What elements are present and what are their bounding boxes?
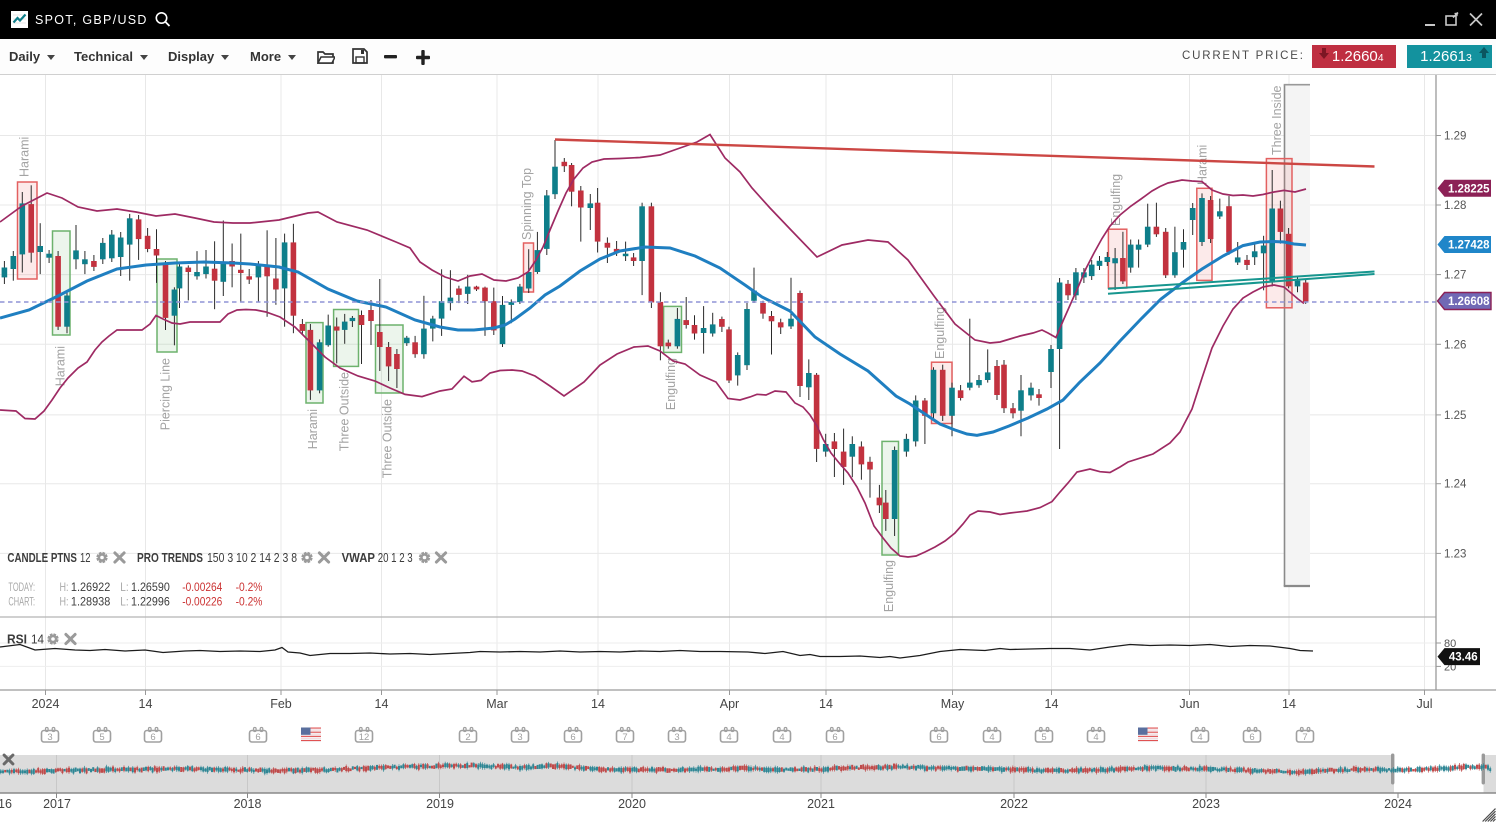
svg-text:4: 4	[1197, 732, 1202, 743]
svg-text:1.28938: 1.28938	[71, 595, 111, 609]
svg-text:Three Outside: Three Outside	[380, 399, 394, 478]
svg-text:1.29: 1.29	[1444, 131, 1466, 143]
svg-text:1.26922: 1.26922	[71, 580, 111, 594]
svg-text:2024: 2024	[1384, 797, 1412, 811]
svg-text:Engulfing: Engulfing	[664, 358, 678, 410]
svg-text:7: 7	[622, 732, 627, 743]
svg-text:PRO TRENDS: PRO TRENDS	[137, 551, 203, 565]
svg-text:Jul: Jul	[1417, 697, 1433, 711]
svg-text:Engulfing: Engulfing	[1109, 174, 1123, 226]
svg-text:150 3 10 2 14 2 3 8: 150 3 10 2 14 2 3 8	[207, 551, 297, 565]
svg-text:-0.00264: -0.00264	[182, 580, 222, 594]
svg-text:2022: 2022	[1000, 797, 1028, 811]
svg-text:6: 6	[255, 732, 260, 743]
svg-text:1.26590: 1.26590	[131, 580, 170, 594]
svg-text:14: 14	[31, 633, 44, 647]
svg-text:VWAP: VWAP	[342, 551, 375, 565]
svg-text:14: 14	[1282, 697, 1296, 711]
svg-text:5: 5	[99, 732, 104, 743]
svg-text:2021: 2021	[807, 797, 835, 811]
svg-text:RSI: RSI	[7, 633, 27, 647]
svg-text:1.27428: 1.27428	[1448, 240, 1490, 252]
svg-text:4: 4	[726, 732, 731, 743]
svg-text:CHART:: CHART:	[8, 595, 35, 609]
svg-text:1.28: 1.28	[1444, 200, 1466, 212]
svg-text:4: 4	[779, 732, 784, 743]
svg-text:12: 12	[359, 732, 370, 743]
svg-text:1.22996: 1.22996	[131, 595, 170, 609]
svg-text:L:: L:	[120, 580, 128, 594]
svg-text:Jun: Jun	[1179, 697, 1199, 711]
svg-text:H:: H:	[60, 595, 69, 609]
svg-text:2019: 2019	[426, 797, 454, 811]
svg-text:14: 14	[591, 697, 605, 711]
svg-text:12: 12	[80, 551, 91, 565]
svg-text:6: 6	[570, 732, 575, 743]
svg-text:TODAY:: TODAY:	[8, 580, 35, 594]
svg-text:1.24: 1.24	[1444, 479, 1467, 491]
svg-text:2020: 2020	[618, 797, 646, 811]
svg-text:14: 14	[375, 697, 389, 711]
svg-text:L:: L:	[120, 595, 128, 609]
svg-text:1.26: 1.26	[1444, 339, 1466, 351]
svg-text:4: 4	[989, 732, 994, 743]
svg-text:16: 16	[0, 797, 12, 811]
svg-text:3: 3	[47, 732, 52, 743]
svg-text:Feb: Feb	[270, 697, 292, 711]
svg-text:14: 14	[1045, 697, 1059, 711]
svg-text:Engulfing: Engulfing	[882, 560, 896, 612]
svg-text:6: 6	[936, 732, 941, 743]
svg-text:Harami: Harami	[306, 409, 320, 449]
svg-text:2: 2	[465, 732, 470, 743]
svg-text:20 1 2 3: 20 1 2 3	[378, 551, 413, 565]
svg-text:1.23: 1.23	[1444, 548, 1466, 560]
svg-text:Harami: Harami	[53, 346, 67, 386]
svg-text:Spinning Top: Spinning Top	[520, 168, 534, 240]
svg-text:7: 7	[1302, 732, 1307, 743]
svg-text:-0.2%: -0.2%	[236, 580, 263, 594]
svg-text:1.25: 1.25	[1444, 410, 1466, 422]
svg-text:Piercing Line: Piercing Line	[158, 358, 172, 430]
svg-text:6: 6	[1249, 732, 1254, 743]
svg-text:1.26608: 1.26608	[1448, 296, 1490, 308]
svg-text:Harami: Harami	[17, 137, 31, 177]
svg-text:-0.00226: -0.00226	[182, 595, 222, 609]
svg-text:80: 80	[1444, 638, 1456, 650]
svg-text:6: 6	[150, 732, 155, 743]
svg-text:6: 6	[832, 732, 837, 743]
svg-text:1.27: 1.27	[1444, 270, 1466, 282]
svg-text:3: 3	[674, 732, 679, 743]
svg-text:2024: 2024	[32, 697, 60, 711]
svg-text:Engulfing: Engulfing	[933, 307, 947, 359]
svg-text:43.46: 43.46	[1449, 652, 1478, 664]
svg-text:Mar: Mar	[486, 697, 508, 711]
svg-text:H:: H:	[60, 580, 69, 594]
svg-text:Apr: Apr	[720, 697, 739, 711]
svg-text:Three Inside: Three Inside	[1270, 85, 1284, 155]
svg-text:Harami: Harami	[1196, 145, 1210, 185]
svg-text:2023: 2023	[1192, 797, 1220, 811]
svg-text:-0.2%: -0.2%	[236, 595, 263, 609]
svg-text:1.28225: 1.28225	[1448, 183, 1490, 195]
svg-text:2017: 2017	[43, 797, 71, 811]
svg-text:14: 14	[139, 697, 153, 711]
svg-text:2018: 2018	[234, 797, 262, 811]
svg-text:Three Outside: Three Outside	[337, 372, 351, 451]
svg-text:4: 4	[1093, 732, 1098, 743]
svg-text:3: 3	[517, 732, 522, 743]
svg-text:14: 14	[819, 697, 833, 711]
svg-text:CANDLE PTNS: CANDLE PTNS	[7, 551, 77, 565]
svg-text:May: May	[941, 697, 965, 711]
svg-text:5: 5	[1041, 732, 1046, 743]
